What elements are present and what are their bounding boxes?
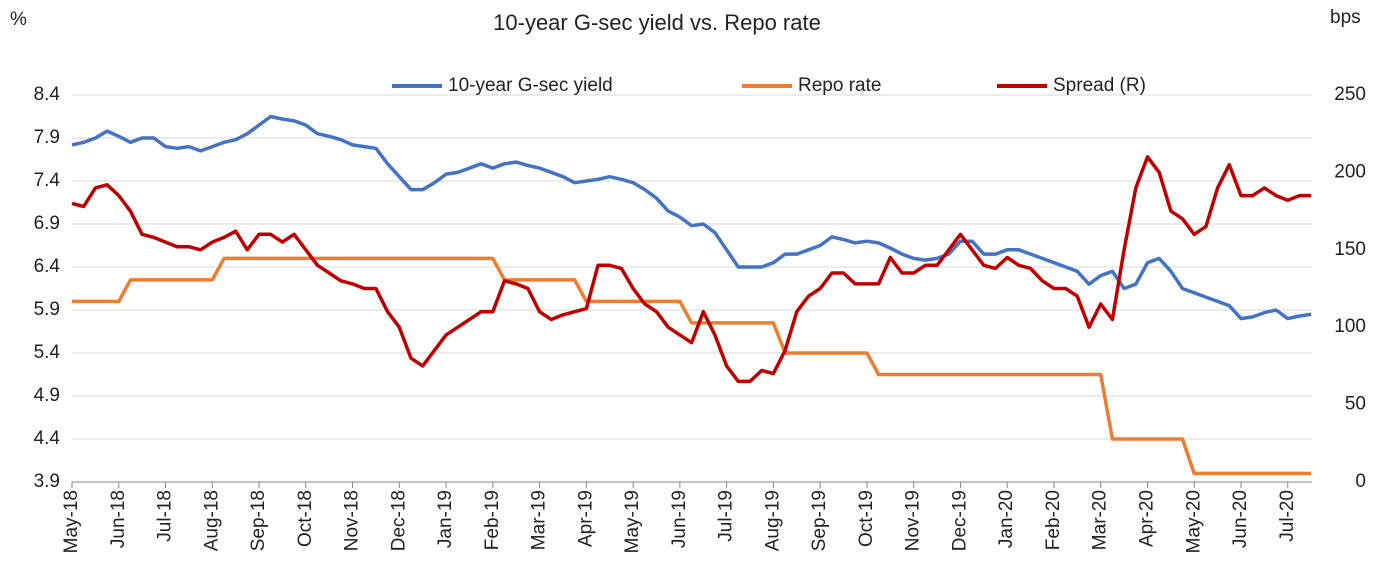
chart-title: 10-year G-sec yield vs. Repo rate [493,10,821,35]
x-tick-label: Nov-18 [342,490,363,551]
y2-tick-label: 250 [1334,84,1366,105]
y-axis-label: % [10,9,27,30]
x-tick-label: Feb-19 [482,490,503,550]
legend-label: Repo rate [798,75,881,96]
x-tick-label: Jul-19 [716,490,737,542]
y-tick-label: 5.9 [34,299,60,320]
y2-tick-label: 200 [1334,161,1366,182]
x-tick-label: May-18 [61,490,82,553]
x-tick-label: Jul-20 [1277,490,1298,542]
x-tick-label: May-20 [1183,490,1204,553]
x-tick-label: Mar-19 [529,490,550,550]
y-tick-label: 3.9 [34,471,60,492]
series-line [72,256,1312,476]
x-tick-label: Mar-20 [1090,490,1111,550]
y-tick-label: 4.9 [34,385,60,406]
x-tick-label: Oct-19 [856,490,877,547]
legend-label: Spread (R) [1053,75,1146,96]
y2-tick-label: 0 [1355,471,1366,492]
y2-tick-label: 50 [1345,394,1366,415]
x-tick-label: Jun-19 [669,490,690,548]
x-tick-label: Sep-18 [248,490,269,551]
y-tick-label: 7.9 [34,127,60,148]
y-tick-label: 6.9 [34,213,60,234]
x-tick-label: Aug-18 [201,490,222,551]
x-tick-label: Jan-19 [435,490,456,548]
x-tick-label: Aug-19 [762,490,783,551]
y2-tick-label: 100 [1334,316,1366,337]
legend-label: 10-year G-sec yield [448,75,613,96]
x-tick-label: Jun-20 [1230,490,1251,548]
x-tick-label: Dec-19 [949,490,970,551]
x-tick-label: May-19 [622,490,643,553]
x-tick-label: Sep-19 [809,490,830,551]
series-line [71,114,1312,321]
x-tick-label: Nov-19 [903,490,924,551]
x-tick-label: Dec-18 [388,490,409,551]
y2-tick-label: 150 [1334,239,1366,260]
x-tick-label: Feb-20 [1043,490,1064,550]
x-tick-label: Oct-18 [295,490,316,547]
x-tick-label: Jan-20 [996,490,1017,548]
y2-axis-label: bps [1330,7,1361,28]
y-tick-label: 6.4 [34,256,61,277]
x-tick-label: Apr-19 [575,490,596,547]
x-tick-label: Jul-18 [155,490,176,542]
series-line [71,155,1312,384]
y-tick-label: 8.4 [34,84,61,105]
x-tick-label: Jun-18 [108,490,129,548]
y-tick-label: 7.4 [34,170,61,191]
y-tick-label: 4.4 [34,428,61,449]
y-tick-label: 5.4 [34,342,61,363]
x-tick-label: Apr-20 [1136,490,1157,547]
